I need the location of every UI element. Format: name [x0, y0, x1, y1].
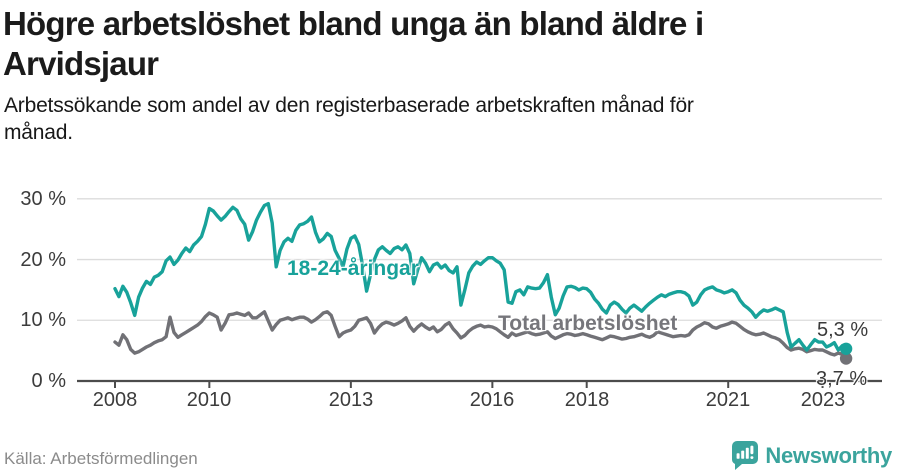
series-label-total: Total arbetslöshet [498, 312, 678, 335]
newsworthy-logo-text: Newsworthy [765, 442, 892, 468]
y-axis-tick-10: 10 % [20, 309, 66, 331]
page-title-line-2: Arvidsjaur [3, 45, 159, 82]
series-end-dot-Total arbetslöshet [839, 352, 853, 365]
x-axis-tick-2018: 2018 [564, 389, 610, 411]
x-axis-tick-2021: 2021 [705, 389, 751, 411]
page-title: Högre arbetslöshet bland unga än bland ä… [3, 4, 893, 84]
source-attribution: Källa: Arbetsförmedlingen [4, 449, 198, 468]
y-axis-tick-30: 30 % [20, 188, 66, 210]
series-line-18-24-åringar [113, 202, 848, 352]
chart-subtitle: Arbetssökande som andel av den registerb… [4, 92, 864, 146]
x-axis-tick-2016: 2016 [469, 389, 515, 411]
y-axis-tick-20: 20 % [20, 249, 66, 271]
end-value-label-18-24: 5,3 % [817, 319, 869, 341]
series-label-18-24: 18-24-åringar [287, 257, 419, 280]
end-value-label-total: 3,7 % [816, 368, 868, 390]
y-axis-tick-0: 0 % [31, 370, 66, 392]
newsworthy-logo-icon [732, 441, 759, 470]
newsworthy-logo[interactable]: Newsworthy [732, 441, 892, 470]
series-line-Total arbetslöshet [113, 310, 848, 361]
x-axis-tick-2008: 2008 [92, 389, 138, 411]
series-end-dot-18-24-åringar [839, 342, 853, 355]
page-title-line-1: Högre arbetslöshet bland unga än bland ä… [3, 5, 704, 42]
x-axis-tick-2010: 2010 [186, 389, 232, 411]
chart-subtitle-line-2: månad. [4, 121, 73, 144]
x-axis-tick-2023: 2023 [800, 389, 846, 411]
x-axis-tick-2013: 2013 [328, 389, 374, 411]
chart-subtitle-line-1: Arbetssökande som andel av den registerb… [4, 94, 694, 117]
